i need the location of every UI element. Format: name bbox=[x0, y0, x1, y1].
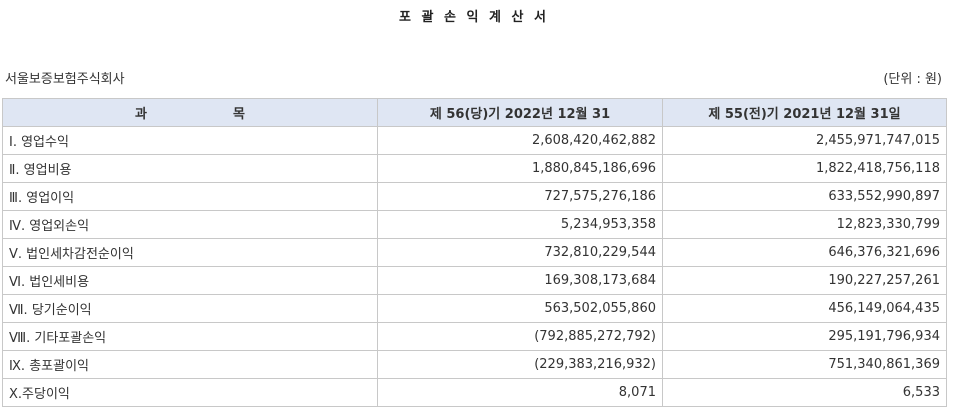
row-item-name: Ⅸ. 총포괄이익 bbox=[2, 350, 378, 379]
row-item-name: Ⅳ. 영업외손익 bbox=[2, 210, 378, 239]
table-row: Ⅵ. 법인세비용 169,308,173,684 190,227,257,261 bbox=[2, 266, 947, 295]
table-row: Ⅳ. 영업외손익 5,234,953,358 12,823,330,799 bbox=[2, 210, 947, 239]
row-prior-value: 2,455,971,747,015 bbox=[662, 126, 947, 155]
table-row: Ⅴ. 법인세차감전순이익 732,810,229,544 646,376,321,6… bbox=[2, 238, 947, 267]
row-current-value: 563,502,055,860 bbox=[377, 294, 663, 323]
row-current-value: 732,810,229,544 bbox=[377, 238, 663, 267]
row-prior-value: 190,227,257,261 bbox=[662, 266, 947, 295]
row-current-value: (229,383,216,932) bbox=[377, 350, 663, 379]
table-row: Ⅶ. 당기순이익 563,502,055,860 456,149,064,435 bbox=[2, 294, 947, 323]
row-current-value: 5,234,953,358 bbox=[377, 210, 663, 239]
row-item-name: Ⅲ. 영업이익 bbox=[2, 182, 378, 211]
row-item-name: Ⅵ. 법인세비용 bbox=[2, 266, 378, 295]
row-current-value: (792,885,272,792) bbox=[377, 322, 663, 351]
table-row: Ⅷ. 기타포괄손익 (792,885,272,792) 295,191,796,93… bbox=[2, 322, 947, 351]
row-prior-value: 6,533 bbox=[662, 378, 947, 407]
table-row: Ⅸ. 총포괄이익 (229,383,216,932) 751,340,861,369 bbox=[2, 350, 947, 379]
table-row: Ⅰ. 영업수익 2,608,420,462,882 2,455,971,747,01… bbox=[2, 126, 947, 155]
table-row: Ⅹ.주당이익 8,071 6,533 bbox=[2, 378, 947, 407]
row-prior-value: 751,340,861,369 bbox=[662, 350, 947, 379]
row-item-name: Ⅶ. 당기순이익 bbox=[2, 294, 378, 323]
row-prior-value: 295,191,796,934 bbox=[662, 322, 947, 351]
company-name: 서울보증보험주식회사 bbox=[5, 72, 125, 87]
subject-header-part: 목 bbox=[233, 107, 245, 122]
row-prior-value: 1,822,418,756,118 bbox=[662, 154, 947, 183]
table-row: Ⅲ. 영업이익 727,575,276,186 633,552,990,897 bbox=[2, 182, 947, 211]
row-item-name: Ⅷ. 기타포괄손익 bbox=[2, 322, 378, 351]
table-row: Ⅱ. 영업비용 1,880,845,186,696 1,822,418,756,11… bbox=[2, 154, 947, 183]
row-current-value: 2,608,420,462,882 bbox=[377, 126, 663, 155]
column-header-prior-period: 제 55(전)기 2021년 12월 31일 bbox=[662, 98, 947, 127]
row-item-name: Ⅹ.주당이익 bbox=[2, 378, 378, 407]
unit-label: (단위 : 원) bbox=[883, 72, 942, 87]
row-current-value: 8,071 bbox=[377, 378, 663, 407]
row-current-value: 169,308,173,684 bbox=[377, 266, 663, 295]
row-prior-value: 456,149,064,435 bbox=[662, 294, 947, 323]
row-item-name: Ⅰ. 영업수익 bbox=[2, 126, 378, 155]
row-prior-value: 12,823,330,799 bbox=[662, 210, 947, 239]
subject-header-part: 과 bbox=[135, 107, 147, 122]
row-current-value: 727,575,276,186 bbox=[377, 182, 663, 211]
row-current-value: 1,880,845,186,696 bbox=[377, 154, 663, 183]
row-item-name: Ⅱ. 영업비용 bbox=[2, 154, 378, 183]
statement-title: 포 괄 손 익 계 산 서 bbox=[399, 10, 549, 25]
row-prior-value: 646,376,321,696 bbox=[662, 238, 947, 267]
row-prior-value: 633,552,990,897 bbox=[662, 182, 947, 211]
row-item-name: Ⅴ. 법인세차감전순이익 bbox=[2, 238, 378, 267]
column-header-current-period: 제 56(당)기 2022년 12월 31 bbox=[377, 98, 663, 127]
